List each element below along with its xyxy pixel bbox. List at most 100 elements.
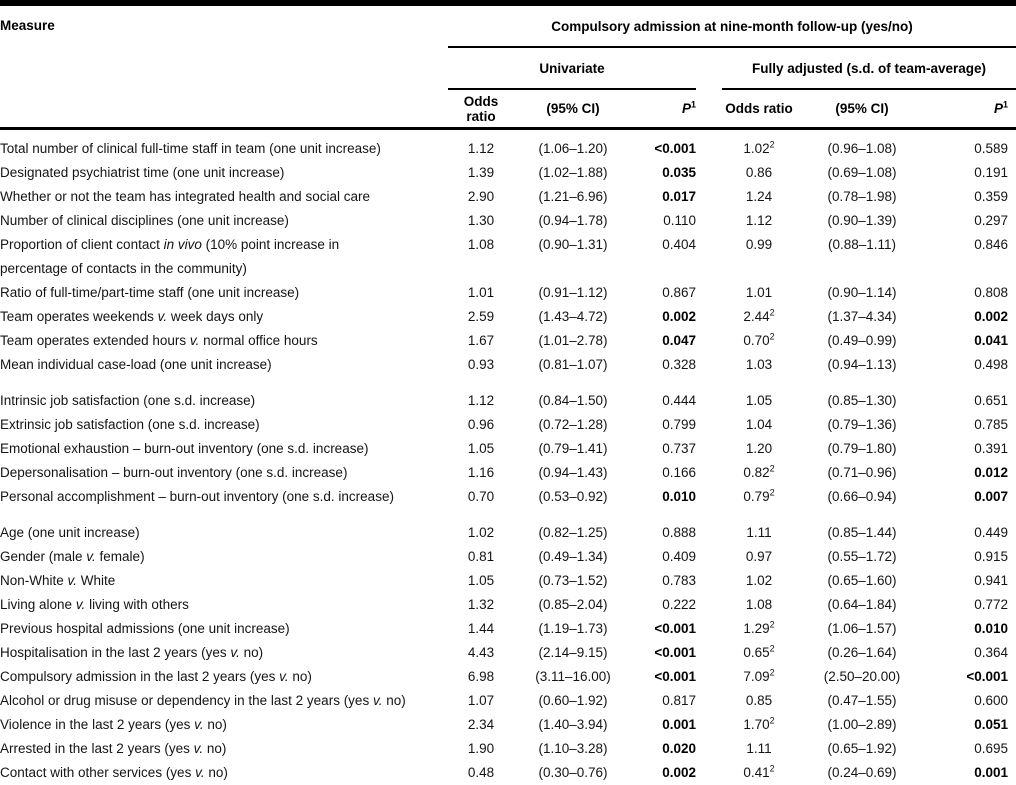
univariate-ci: (1.19–1.73)	[538, 621, 608, 636]
adjusted-ci: (0.96–1.08)	[827, 141, 897, 156]
adjusted-ci: (0.66–0.94)	[827, 489, 897, 504]
adjusted-odds-ratio: 1.08	[745, 597, 773, 612]
adjusted-odds-ratio: 1.05	[745, 393, 773, 408]
univariate-odds-ratio: 1.05	[467, 441, 495, 456]
adjusted-odds-ratio: 1.11	[746, 741, 772, 756]
univariate-odds-ratio: 1.30	[467, 213, 495, 228]
table-row: Contact with other services (yes v. no) 0…	[0, 761, 1016, 785]
adjusted-odds-ratio: 1.702	[743, 715, 775, 732]
column-header-outcome-span: Compulsory admission at nine-month follo…	[448, 3, 1016, 48]
table-row: Team operates weekends v. week days only…	[0, 305, 1016, 329]
table-row: Depersonalisation – burn-out inventory (…	[0, 461, 1016, 485]
measure-cell: Number of clinical disciplines (one unit…	[0, 213, 289, 228]
univariate-ci: (0.84–1.50)	[538, 393, 608, 408]
univariate-p-value: 0.020	[662, 741, 696, 756]
table-row: Gender (male v. female) 0.81 (0.49–1.34) 0.…	[0, 545, 1016, 569]
column-gap	[696, 713, 722, 737]
measure-cell: Arrested in the last 2 years (yes v. no)	[0, 741, 227, 756]
adjusted-odds-ratio: 0.86	[745, 165, 773, 180]
univariate-odds-ratio: 2.90	[467, 189, 495, 204]
univariate-ci: (0.90–1.31)	[538, 237, 608, 252]
table-row: Non-White v. White 1.05 (0.73–1.52) 0.783 1.…	[0, 569, 1016, 593]
adjusted-p-value: 0.785	[974, 417, 1009, 432]
table-row: Compulsory admission in the last 2 years…	[0, 665, 1016, 689]
table-row: Previous hospital admissions (one unit i…	[0, 617, 1016, 641]
univariate-odds-ratio: 0.81	[467, 549, 495, 564]
measure-cell: Personal accomplishment – burn-out inven…	[0, 489, 394, 504]
column-gap	[696, 593, 722, 617]
table-row: Violence in the last 2 years (yes v. no)…	[0, 713, 1016, 737]
adjusted-p-value: 0.002	[974, 309, 1009, 324]
measure-cell: Compulsory admission in the last 2 years…	[0, 669, 312, 684]
univariate-ci: (0.82–1.25)	[538, 525, 608, 540]
univariate-odds-ratio: 0.48	[467, 765, 495, 780]
adjusted-ci: (0.49–0.99)	[827, 333, 897, 348]
column-gap	[696, 209, 722, 233]
adjusted-odds-ratio: 1.01	[745, 285, 773, 300]
adjusted-odds-ratio: 0.792	[743, 487, 775, 504]
adjusted-p-value: 0.915	[974, 549, 1009, 564]
univariate-ci: (0.79–1.41)	[538, 441, 608, 456]
table-row: Arrested in the last 2 years (yes v. no)…	[0, 737, 1016, 761]
header-row-columns: Odds ratio (95% CI) P1 Odds ratio (95% C…	[0, 89, 1016, 130]
univariate-odds-ratio: 1.39	[467, 165, 495, 180]
adjusted-p-value: 0.051	[974, 717, 1009, 732]
univariate-p-value: 0.166	[662, 465, 696, 480]
univariate-p-value: 0.002	[662, 309, 696, 324]
column-gap	[696, 305, 722, 329]
univariate-p-value: 0.888	[662, 525, 696, 540]
univariate-ci: (1.02–1.88)	[538, 165, 608, 180]
adjusted-p-value: 0.391	[974, 441, 1009, 456]
univariate-odds-ratio: 4.43	[467, 645, 495, 660]
univariate-p-value: <0.001	[654, 645, 696, 660]
header-row-groups: Univariate Fully adjusted (s.d. of team-…	[0, 47, 1016, 90]
adjusted-p-value: 0.041	[974, 333, 1009, 348]
table-row: Mean individual case-load (one unit incr…	[0, 353, 1016, 377]
univariate-ci: (0.94–1.78)	[538, 213, 608, 228]
column-gap	[696, 437, 722, 461]
adjusted-ci: (0.85–1.44)	[827, 525, 897, 540]
univariate-ci: (0.81–1.07)	[538, 357, 608, 372]
table-row: Personal accomplishment – burn-out inven…	[0, 485, 1016, 509]
adjusted-ci: (0.65–1.92)	[827, 741, 897, 756]
univariate-odds-ratio: 2.34	[467, 717, 495, 732]
measure-cell: Alcohol or drug misuse or dependency in …	[0, 693, 406, 708]
adjusted-ci: (0.90–1.14)	[827, 285, 897, 300]
adjusted-odds-ratio: 1.11	[746, 525, 772, 540]
univariate-odds-ratio: 1.02	[467, 525, 495, 540]
univariate-ci: (0.85–2.04)	[538, 597, 608, 612]
table-row: Number of clinical disciplines (one unit…	[0, 209, 1016, 233]
univariate-p-value: 0.444	[662, 393, 696, 408]
column-gap	[696, 185, 722, 209]
column-gap	[696, 761, 722, 785]
column-gap	[696, 689, 722, 713]
measure-cell: Non-White v. White	[0, 573, 116, 588]
measure-cell: Violence in the last 2 years (yes v. no)	[0, 717, 227, 732]
univariate-odds-ratio: 1.12	[467, 393, 495, 408]
adjusted-ci: (0.47–1.55)	[827, 693, 897, 708]
adjusted-ci: (1.00–2.89)	[827, 717, 897, 732]
column-gap	[696, 737, 722, 761]
table-row: Proportion of client contact in vivo (10…	[0, 233, 1016, 281]
adjusted-ci: (0.90–1.39)	[827, 213, 897, 228]
table-row: Living alone v. living with others 1.32 (0…	[0, 593, 1016, 617]
column-header-univariate-ci: (95% CI)	[514, 89, 632, 130]
column-gap	[696, 569, 722, 593]
table-header: Measure Compulsory admission at nine-mon…	[0, 3, 1016, 130]
measure-cell: Intrinsic job satisfaction (one s.d. inc…	[0, 393, 256, 408]
column-gap	[696, 545, 722, 569]
univariate-ci: (3.11–16.00)	[535, 669, 611, 684]
adjusted-ci: (0.71–0.96)	[827, 465, 897, 480]
column-gap	[696, 329, 722, 353]
measure-cell: Total number of clinical full-time staff…	[0, 141, 381, 156]
table-row: Alcohol or drug misuse or dependency in …	[0, 689, 1016, 713]
univariate-p-value: <0.001	[654, 669, 696, 684]
univariate-ci: (0.73–1.52)	[538, 573, 608, 588]
measure-cell: Contact with other services (yes v. no)	[0, 765, 228, 780]
table-row: Team operates extended hours v. normal o…	[0, 329, 1016, 353]
group-gap	[696, 47, 722, 89]
univariate-p-value: 0.110	[663, 213, 696, 228]
column-gap	[696, 377, 722, 413]
adjusted-ci: (0.78–1.98)	[827, 189, 897, 204]
